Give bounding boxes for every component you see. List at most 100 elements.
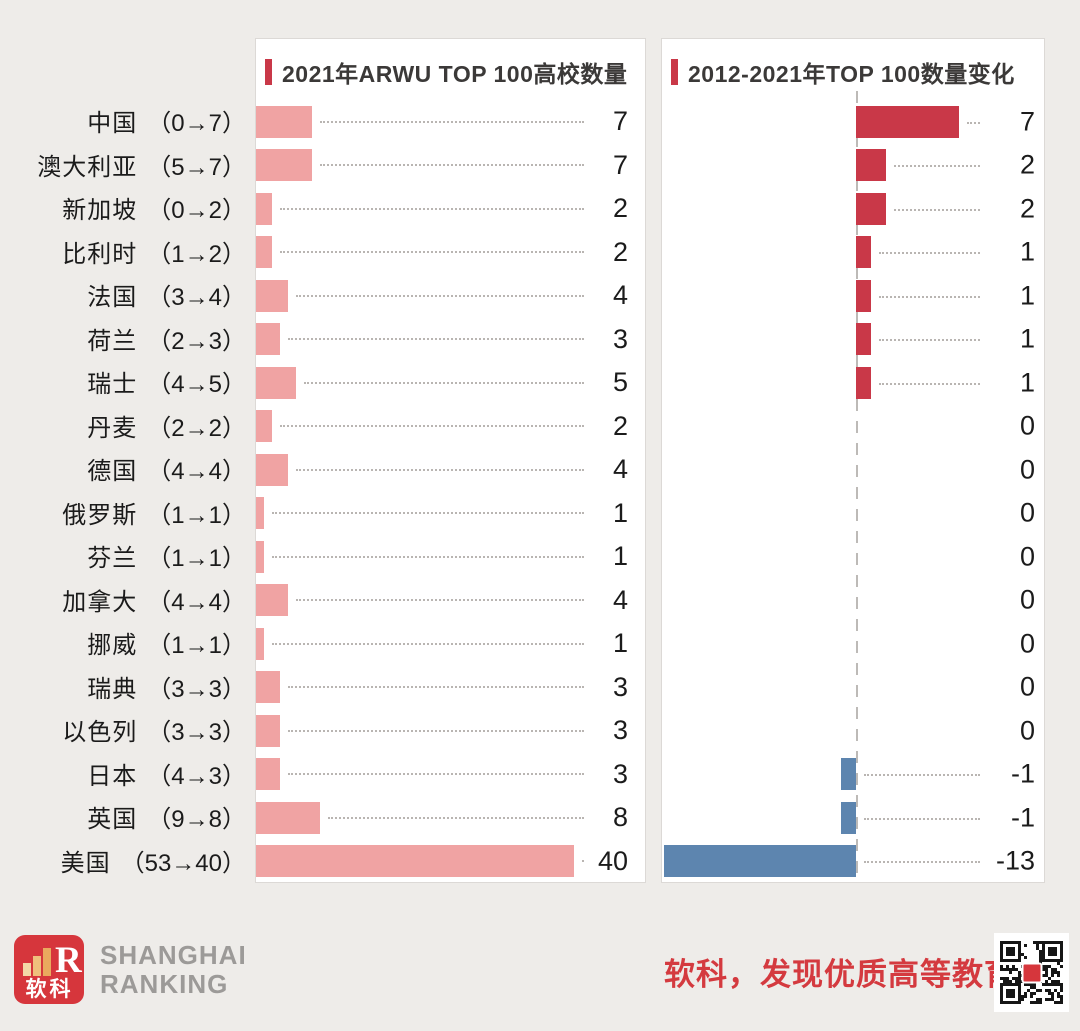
dotted-leader [878,382,980,385]
right-panel-title-text: 2012-2021年TOP 100数量变化 [688,61,1015,87]
country-range: （1→1） [147,632,246,660]
dotted-leader [967,121,980,124]
title-marker-icon [671,59,678,85]
country-label: 英国 （9→8） [0,795,246,839]
qr-center-logo-icon [1021,962,1042,983]
country-name: 芬兰 [87,545,138,573]
count-row: 7 [256,144,645,188]
country-label: 中国 （0→7） [0,99,246,143]
change-value: -13 [995,845,1035,876]
country-label: 挪威 （1→1） [0,621,246,665]
change-row: 0 [662,405,1044,449]
change-value: 2 [1019,193,1035,224]
dotted-leader [295,468,584,471]
count-row: 8 [256,796,645,840]
country-label: 比利时 （1→2） [0,230,246,274]
change-bar-rows: 7 2 2 1 1 1 1 0 0 0 0 0 0 0 0 -1 -1 -13 [662,100,1044,883]
count-value: 8 [612,802,628,833]
logo-barchart-icon: R [23,942,82,979]
country-label: 新加坡 （0→2） [0,186,246,230]
dotted-leader [287,773,584,776]
country-name: 中国 [87,110,138,138]
count-value: 7 [612,106,628,137]
change-row: -1 [662,796,1044,840]
count-row: 2 [256,405,645,449]
count-row: 3 [256,318,645,362]
count-row: 3 [256,709,645,753]
count-value: 4 [612,454,628,485]
country-range: （3→3） [147,719,246,747]
logo-chinese-name: 软科 [25,978,74,1001]
count-bar [256,540,264,573]
change-value: 2 [1019,149,1035,180]
count-value: 7 [612,149,628,180]
count-bar [256,627,264,660]
count-value: 3 [612,671,628,702]
dotted-leader [878,339,980,342]
increase-bar [856,105,960,138]
count-bar [256,149,312,182]
change-row: 0 [662,709,1044,753]
count-row: 3 [256,666,645,710]
panel-change: 2012-2021年TOP 100数量变化 7 2 2 1 1 1 1 0 0 0 0 0 0 0 0 -1 -… [661,38,1045,883]
country-range: （53→40） [120,849,246,877]
dotted-leader [287,729,584,732]
country-label: 荷兰 （2→3） [0,317,246,361]
change-value: 0 [1019,584,1035,615]
count-row: 5 [256,361,645,405]
dotted-leader [327,816,584,819]
country-range: （9→8） [147,806,246,834]
count-bar [256,192,272,225]
count-value: 3 [612,758,628,789]
change-value: -1 [1010,802,1035,833]
country-name: 新加坡 [62,197,138,225]
country-label: 以色列 （3→3） [0,708,246,752]
brand-line1: SHANGHAI [100,940,247,970]
count-bar [256,410,272,443]
left-panel-title: 2021年ARWU TOP 100高校数量 [265,55,627,89]
country-name: 德国 [87,458,138,486]
country-name: 英国 [87,806,138,834]
count-row: 1 [256,535,645,579]
country-label: 德国 （4→4） [0,447,246,491]
change-value: 0 [1019,671,1035,702]
dotted-leader [279,207,584,210]
shanghairanking-logo: R 软科 [14,935,84,1004]
count-value: 2 [612,236,628,267]
count-bar [256,279,288,312]
change-row: -1 [662,753,1044,797]
country-label: 芬兰 （1→1） [0,534,246,578]
decrease-bar [664,845,856,878]
country-name: 日本 [87,762,138,790]
change-row: 7 [662,100,1044,144]
count-bar [256,236,272,269]
dotted-leader [303,381,584,384]
dotted-leader [271,512,584,515]
country-label: 日本 （4→3） [0,752,246,796]
country-range: （2→3） [147,327,246,355]
increase-bar [856,366,871,399]
country-range: （0→7） [147,110,246,138]
count-row: 4 [256,274,645,318]
count-value: 40 [597,845,628,876]
count-value: 1 [612,541,628,572]
title-marker-icon [265,59,272,85]
count-bar [256,671,280,704]
increase-bar [856,323,871,356]
dotted-leader [319,164,584,167]
change-row: 0 [662,535,1044,579]
count-row: 4 [256,448,645,492]
country-label: 瑞典 （3→3） [0,665,246,709]
country-range: （4→4） [147,458,246,486]
decrease-bar [841,758,856,791]
count-bar [256,323,280,356]
change-value: 7 [1019,106,1035,137]
count-row: 7 [256,100,645,144]
country-label: 加拿大 （4→4） [0,578,246,622]
country-range: （1→2） [147,240,246,268]
count-row: 40 [256,840,645,884]
dotted-leader [287,686,584,689]
dotted-leader [295,599,584,602]
brand-wordmark: SHANGHAI RANKING [100,941,247,999]
count-row: 1 [256,622,645,666]
